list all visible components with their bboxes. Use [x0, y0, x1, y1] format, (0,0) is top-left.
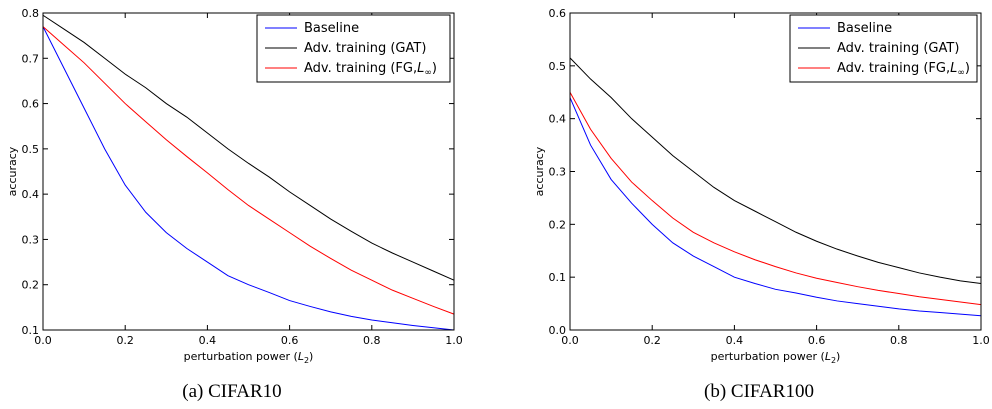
legend-entry-math: L — [950, 61, 957, 76]
plot-frame — [42, 12, 455, 331]
series-line-0 — [569, 97, 982, 317]
y-tick-label: 0.1 — [549, 271, 567, 284]
legend-entry-2: Adv. training (FG,L∞) — [837, 61, 970, 78]
legend-entry-2: Adv. training (FG,L∞) — [304, 61, 437, 78]
y-tick-label: 0.2 — [22, 279, 40, 292]
x-tick-label: 1.0 — [445, 334, 463, 347]
x-tick-label: 0.2 — [116, 334, 134, 347]
x-axis-label-math: L — [298, 350, 304, 363]
y-tick-label: 0.6 — [22, 98, 40, 111]
x-axis-label: perturbation power (L2) — [184, 350, 314, 365]
legend-entry-name: Baseline — [304, 21, 359, 36]
legend-entry-0: Baseline — [304, 21, 359, 36]
x-axis-label-close: ) — [836, 350, 840, 363]
y-tick-label: 0.5 — [549, 60, 567, 73]
chart-panel-0: 0.0 0.2 0.4 0.6 0.8 1.0 0.1 0.2 0.3 0.4 0.5 0.6 0.7 0… — [6, 7, 463, 402]
chart-panel-1: 0.0 0.2 0.4 0.6 0.8 1.0 0.0 0.1 0.2 0.3 0.4 0.5 0.6 p… — [533, 7, 990, 402]
figure-caption: (b) CIFAR100 — [704, 381, 814, 402]
legend-entry-name: Adv. training (FG, — [304, 61, 417, 76]
legend-entry-close: ) — [432, 61, 437, 76]
y-tick-label: 0.4 — [549, 113, 567, 126]
series-line-1 — [569, 57, 982, 285]
x-tick-label: 1.0 — [972, 334, 990, 347]
series-line-1 — [42, 14, 455, 281]
y-tick-label: 0.5 — [22, 143, 40, 156]
x-tick-label: 0.2 — [643, 334, 661, 347]
x-tick-label: 0.6 — [808, 334, 826, 347]
figure-caption: (a) CIFAR10 — [182, 381, 281, 402]
series-line-2 — [569, 92, 982, 306]
x-axis-label-sub: 2 — [831, 356, 836, 365]
y-tick-label: 0.1 — [22, 324, 40, 337]
legend-entry-sub: ∞ — [424, 68, 432, 78]
x-tick-label: 0.8 — [890, 334, 908, 347]
x-tick-label: 0.6 — [281, 334, 299, 347]
legend-entry-name: Adv. training (FG, — [837, 61, 950, 76]
x-axis-label-close: ) — [309, 350, 313, 363]
x-tick-label: 0.8 — [363, 334, 381, 347]
series-line-2 — [42, 26, 455, 315]
x-tick-label: 0.0 — [34, 334, 52, 347]
y-tick-label: 0.0 — [549, 324, 567, 337]
legend-entry-1: Adv. training (GAT) — [837, 41, 959, 56]
legend-entry-1: Adv. training (GAT) — [304, 41, 426, 56]
x-axis-label-text: perturbation power ( — [184, 350, 298, 363]
y-tick-label: 0.8 — [22, 7, 40, 20]
x-axis-label-sub: 2 — [304, 356, 309, 365]
x-axis-label: perturbation power (L2) — [711, 350, 841, 365]
x-tick-label: 0.4 — [726, 334, 744, 347]
x-axis-label-math: L — [825, 350, 831, 363]
legend-entry-name: Baseline — [837, 21, 892, 36]
y-tick-label: 0.6 — [549, 7, 567, 20]
legend-entry-0: Baseline — [837, 21, 892, 36]
legend-entry-math: L — [417, 61, 424, 76]
x-axis-label-text: perturbation power ( — [711, 350, 825, 363]
legend-entry-name: Adv. training (GAT) — [304, 41, 426, 56]
x-tick-label: 0.0 — [561, 334, 579, 347]
y-tick-label: 0.2 — [549, 218, 567, 231]
y-axis-label: accuracy — [6, 146, 19, 196]
y-axis-label: accuracy — [533, 146, 546, 196]
y-tick-label: 0.3 — [549, 166, 567, 179]
series-line-0 — [42, 26, 455, 331]
legend-entry-close: ) — [965, 61, 970, 76]
legend-entry-sub: ∞ — [957, 68, 965, 78]
legend-entry-name: Adv. training (GAT) — [837, 41, 959, 56]
y-tick-label: 0.4 — [22, 188, 40, 201]
y-tick-label: 0.3 — [22, 233, 40, 246]
legend-box — [256, 14, 451, 83]
y-tick-label: 0.7 — [22, 52, 40, 65]
x-tick-label: 0.4 — [199, 334, 217, 347]
